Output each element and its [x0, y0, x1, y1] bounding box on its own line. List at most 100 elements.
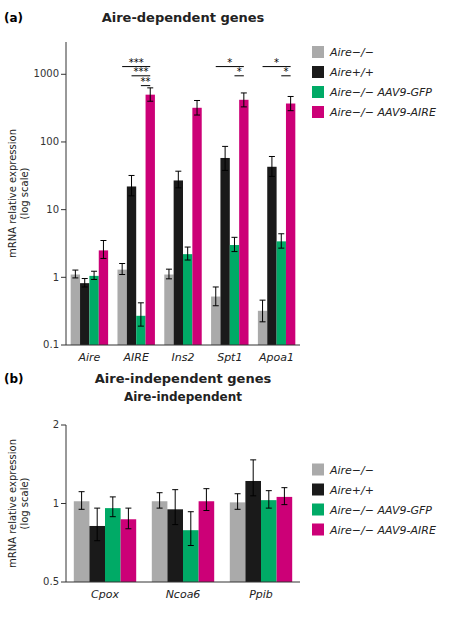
title: Aire-independent genes: [95, 371, 272, 386]
error-bar: [185, 247, 191, 260]
x-tick-label: Cpox: [91, 588, 119, 601]
legend-swatch: [312, 524, 324, 536]
y-tick: [61, 425, 66, 426]
error-bar: [72, 270, 78, 278]
x-tick-label: Apoa1: [258, 351, 294, 364]
bar: [239, 100, 248, 345]
plot-area: [74, 460, 292, 582]
y-axis-label-line: mRNA relative expression: [7, 129, 18, 258]
bar: [220, 158, 229, 345]
bar: [230, 502, 246, 582]
y-axis: [66, 42, 67, 345]
legend-swatch: [312, 66, 324, 78]
error-bar: [250, 460, 256, 496]
panel-label: (b): [4, 372, 24, 386]
x-tick-label: Aire: [77, 351, 100, 364]
error-bar: [82, 279, 88, 287]
bar: [183, 254, 192, 345]
legend-label: Aire−/−: [329, 46, 374, 59]
legend-swatch: [312, 484, 324, 496]
error-bar: [172, 490, 178, 525]
error-bar: [235, 494, 241, 510]
bar: [267, 167, 276, 345]
y-tick-label: 1: [53, 498, 59, 509]
y-axis-label: mRNA relative expression(log scale): [7, 129, 30, 258]
y-axis-label: mRNA relative expression(log scale): [7, 439, 30, 568]
y-axis-label-line: mRNA relative expression: [7, 439, 18, 568]
bar: [152, 501, 168, 582]
plot-area: [71, 88, 296, 345]
error-bar: [241, 93, 247, 107]
bar: [199, 501, 215, 582]
legend-swatch: [312, 106, 324, 118]
x-tick-label: Ncoa6: [166, 588, 201, 601]
bar: [127, 186, 136, 345]
bar: [89, 276, 98, 345]
bar: [80, 283, 89, 345]
x-axis: [66, 345, 300, 346]
bar: [105, 508, 121, 582]
subtitle: Aire-independent: [124, 390, 242, 404]
error-bar: [91, 271, 97, 279]
error-bar: [188, 512, 194, 546]
y-tick-label: 0.1: [43, 339, 59, 350]
legend-swatch: [312, 464, 324, 476]
error-bar: [266, 491, 272, 508]
y-axis-label-line: (log scale): [19, 167, 30, 219]
bar: [277, 497, 293, 582]
error-bar: [79, 492, 85, 510]
error-bar: [166, 269, 172, 279]
bar: [71, 275, 80, 345]
bar: [164, 275, 173, 345]
significance-label: *: [274, 57, 279, 68]
legend-label: Aire−/− AAV9-GFP: [329, 86, 432, 99]
bar: [146, 95, 155, 345]
bar: [286, 104, 295, 345]
error-bar: [281, 488, 287, 505]
error-bar: [278, 234, 284, 248]
legend-label: Aire+/+: [329, 484, 374, 497]
panel-label: (a): [4, 11, 23, 25]
bar: [99, 250, 108, 345]
error-bar: [138, 303, 144, 326]
bar: [74, 501, 90, 582]
x-tick-label: Spt1: [217, 351, 242, 364]
legend-swatch: [312, 86, 324, 98]
error-bar: [129, 175, 135, 195]
y-axis-label-line: (log scale): [19, 477, 30, 529]
error-bar: [147, 88, 153, 101]
significance-label: *: [227, 57, 232, 68]
error-bar: [288, 96, 294, 110]
error-bar: [269, 156, 275, 176]
x-tick-label: AIRE: [123, 351, 149, 364]
legend-label: Aire+/+: [329, 66, 374, 79]
bar: [277, 241, 286, 345]
error-bar: [94, 508, 100, 541]
error-bar: [203, 489, 209, 511]
y-tick: [61, 503, 66, 504]
error-bar: [100, 241, 106, 259]
error-bar: [157, 493, 163, 508]
error-bar: [175, 171, 181, 188]
y-tick: [61, 141, 66, 142]
legend-label: Aire−/− AAV9-GFP: [329, 504, 432, 517]
panel: Aire-dependent genes0.11101001000AireAIR…: [4, 10, 436, 364]
y-tick: [61, 277, 66, 278]
legend: Aire−/− Aire+/+ Aire−/− AAV9-GFP Aire−/− AA…: [312, 46, 436, 119]
error-bar: [125, 508, 131, 529]
significance-label: **: [141, 76, 151, 87]
y-tick-label: 10: [46, 204, 59, 215]
bar: [192, 108, 201, 345]
y-tick: [61, 74, 66, 75]
legend-swatch: [312, 46, 324, 58]
x-tick-label: Ppib: [249, 588, 273, 601]
y-tick-label: 0.5: [43, 576, 59, 587]
y-tick-label: 1000: [34, 68, 59, 79]
y-tick-label: 2: [53, 419, 59, 430]
error-bar: [213, 287, 219, 306]
error-bar: [194, 100, 200, 115]
legend-label: Aire−/− AAV9-AIRE: [329, 106, 436, 119]
title: Aire-dependent genes: [102, 10, 265, 25]
bar: [230, 245, 239, 345]
x-axis: [66, 582, 300, 583]
